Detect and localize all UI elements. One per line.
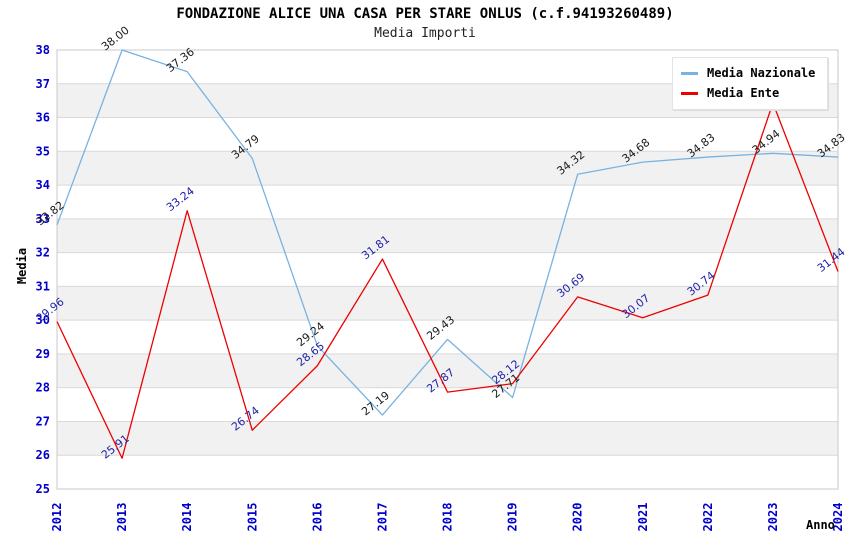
- x-axis-title: Anno: [806, 518, 835, 532]
- point-label: 33.24: [164, 184, 197, 214]
- y-tick-label: 38: [36, 43, 50, 57]
- x-tick-label: 2012: [50, 503, 64, 532]
- x-tick-label: 2020: [571, 503, 585, 532]
- y-axis-title: Media: [15, 247, 29, 285]
- y-tick-label: 33: [36, 212, 50, 226]
- series-line-media-ente: [56, 102, 839, 459]
- legend-item-media-nazionale: Media Nazionale: [681, 63, 819, 83]
- y-tick-label: 37: [36, 77, 50, 91]
- y-tick-label: 28: [36, 381, 50, 395]
- y-tick-label: 32: [36, 246, 50, 260]
- legend-label-media-nazionale: Media Nazionale: [707, 66, 816, 80]
- band: [57, 421, 838, 456]
- legend: Media Nazionale Media Ente: [672, 57, 828, 110]
- y-tick-label: 31: [36, 279, 50, 293]
- x-tick-label: 2018: [441, 503, 455, 532]
- x-tick-label: 2024: [831, 503, 845, 532]
- legend-swatch-media-ente-icon: [681, 91, 698, 95]
- y-tick-label: 29: [36, 347, 50, 361]
- point-label: 27.19: [359, 389, 392, 419]
- x-tick-label: 2022: [701, 503, 715, 532]
- y-tick-label: 34: [36, 178, 50, 192]
- x-tick-label: 2017: [375, 503, 389, 532]
- y-tick-label: 26: [36, 448, 50, 462]
- legend-item-media-ente: Media Ente: [681, 83, 819, 103]
- band: [57, 286, 838, 321]
- x-tick-label: 2019: [506, 503, 520, 532]
- x-tick-label: 2023: [766, 503, 780, 532]
- legend-swatch-media-nazionale-icon: [681, 71, 698, 75]
- y-tick-label: 25: [36, 482, 50, 496]
- y-tick-label: 30: [36, 313, 50, 327]
- chart-title: FONDAZIONE ALICE UNA CASA PER STARE ONLU…: [176, 6, 674, 22]
- series-line-media-nazionale: [56, 49, 839, 416]
- x-tick-label: 2014: [180, 503, 194, 532]
- band: [57, 218, 838, 253]
- x-tick-label: 2015: [245, 503, 259, 532]
- x-tick-label: 2021: [636, 503, 650, 532]
- x-tick-label: 2013: [115, 503, 129, 532]
- y-tick-label: 27: [36, 414, 50, 428]
- legend-label-media-ente: Media Ente: [707, 86, 780, 100]
- plot-border: [56, 49, 839, 490]
- x-tick-label: 2016: [310, 503, 324, 532]
- point-label: 38.00: [99, 24, 132, 54]
- y-tick-label: 35: [36, 144, 50, 158]
- y-tick-label: 36: [36, 111, 50, 125]
- band: [57, 353, 838, 388]
- chart-subtitle: Media Importi: [374, 26, 476, 41]
